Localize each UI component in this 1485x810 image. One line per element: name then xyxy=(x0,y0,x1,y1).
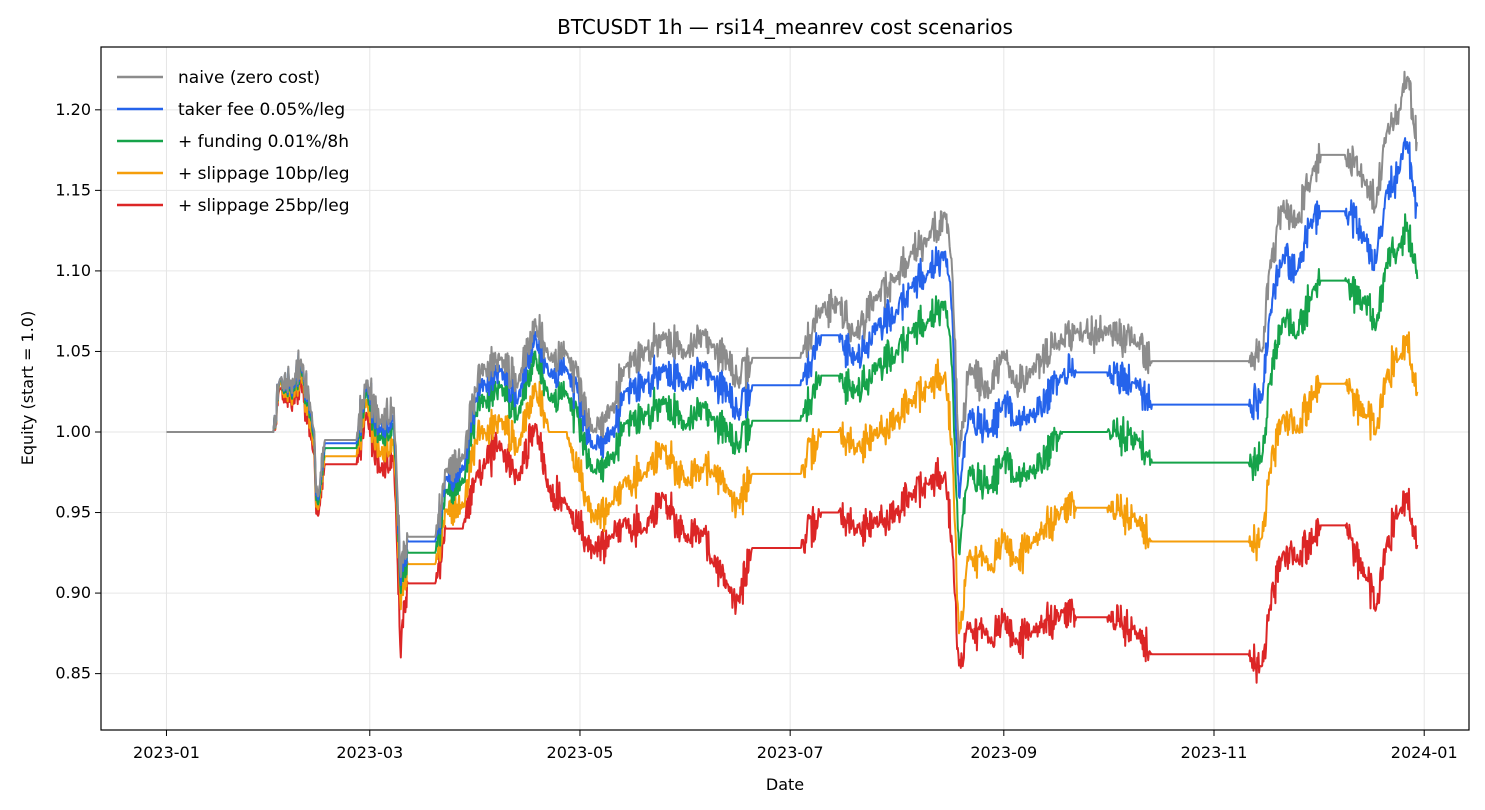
y-axis-ticks: 0.85 0.90 0.95 1.00 1.05 1.10 1.15 1.20 xyxy=(55,100,101,683)
y-axis-label: Equity (start = 1.0) xyxy=(18,311,37,465)
y-tick-label: 0.85 xyxy=(55,664,91,683)
plot-frame xyxy=(100,46,1470,731)
legend: naive (zero cost) taker fee 0.05%/leg + fu… xyxy=(117,68,350,216)
x-tick-label: 2023-07 xyxy=(757,743,824,762)
y-tick-label: 1.10 xyxy=(55,261,91,280)
chart-title: BTCUSDT 1h — rsi14_meanrev cost scenario… xyxy=(557,15,1013,39)
series-line-2 xyxy=(166,213,1419,595)
legend-label-0: naive (zero cost) xyxy=(178,68,320,88)
x-axis-label: Date xyxy=(766,775,804,794)
legend-label-3: + slippage 10bp/leg xyxy=(178,164,350,184)
x-tick-label: 2023-05 xyxy=(547,743,614,762)
series-lines xyxy=(166,70,1419,684)
series-line-3 xyxy=(166,331,1419,635)
x-tick-label: 2023-03 xyxy=(336,743,403,762)
y-tick-label: 1.20 xyxy=(55,100,91,119)
series-line-0 xyxy=(166,70,1418,578)
x-tick-label: 2023-11 xyxy=(1181,743,1248,762)
series-line-4 xyxy=(166,369,1419,684)
y-tick-label: 0.90 xyxy=(55,583,91,602)
y-tick-label: 1.05 xyxy=(55,341,91,360)
x-tick-label: 2023-09 xyxy=(970,743,1037,762)
legend-label-1: taker fee 0.05%/leg xyxy=(178,100,345,120)
legend-label-4: + slippage 25bp/leg xyxy=(178,196,350,216)
y-tick-label: 1.15 xyxy=(55,180,91,199)
y-tick-label: 1.00 xyxy=(55,422,91,441)
x-tick-label: 2024-01 xyxy=(1391,743,1458,762)
x-axis-ticks: 2023-01 2023-03 2023-05 2023-07 2023-09 2023-… xyxy=(133,730,1458,762)
legend-label-2: + funding 0.01%/8h xyxy=(178,132,349,152)
x-tick-label: 2023-01 xyxy=(133,743,200,762)
y-tick-label: 0.95 xyxy=(55,503,91,522)
grid xyxy=(101,47,1469,730)
